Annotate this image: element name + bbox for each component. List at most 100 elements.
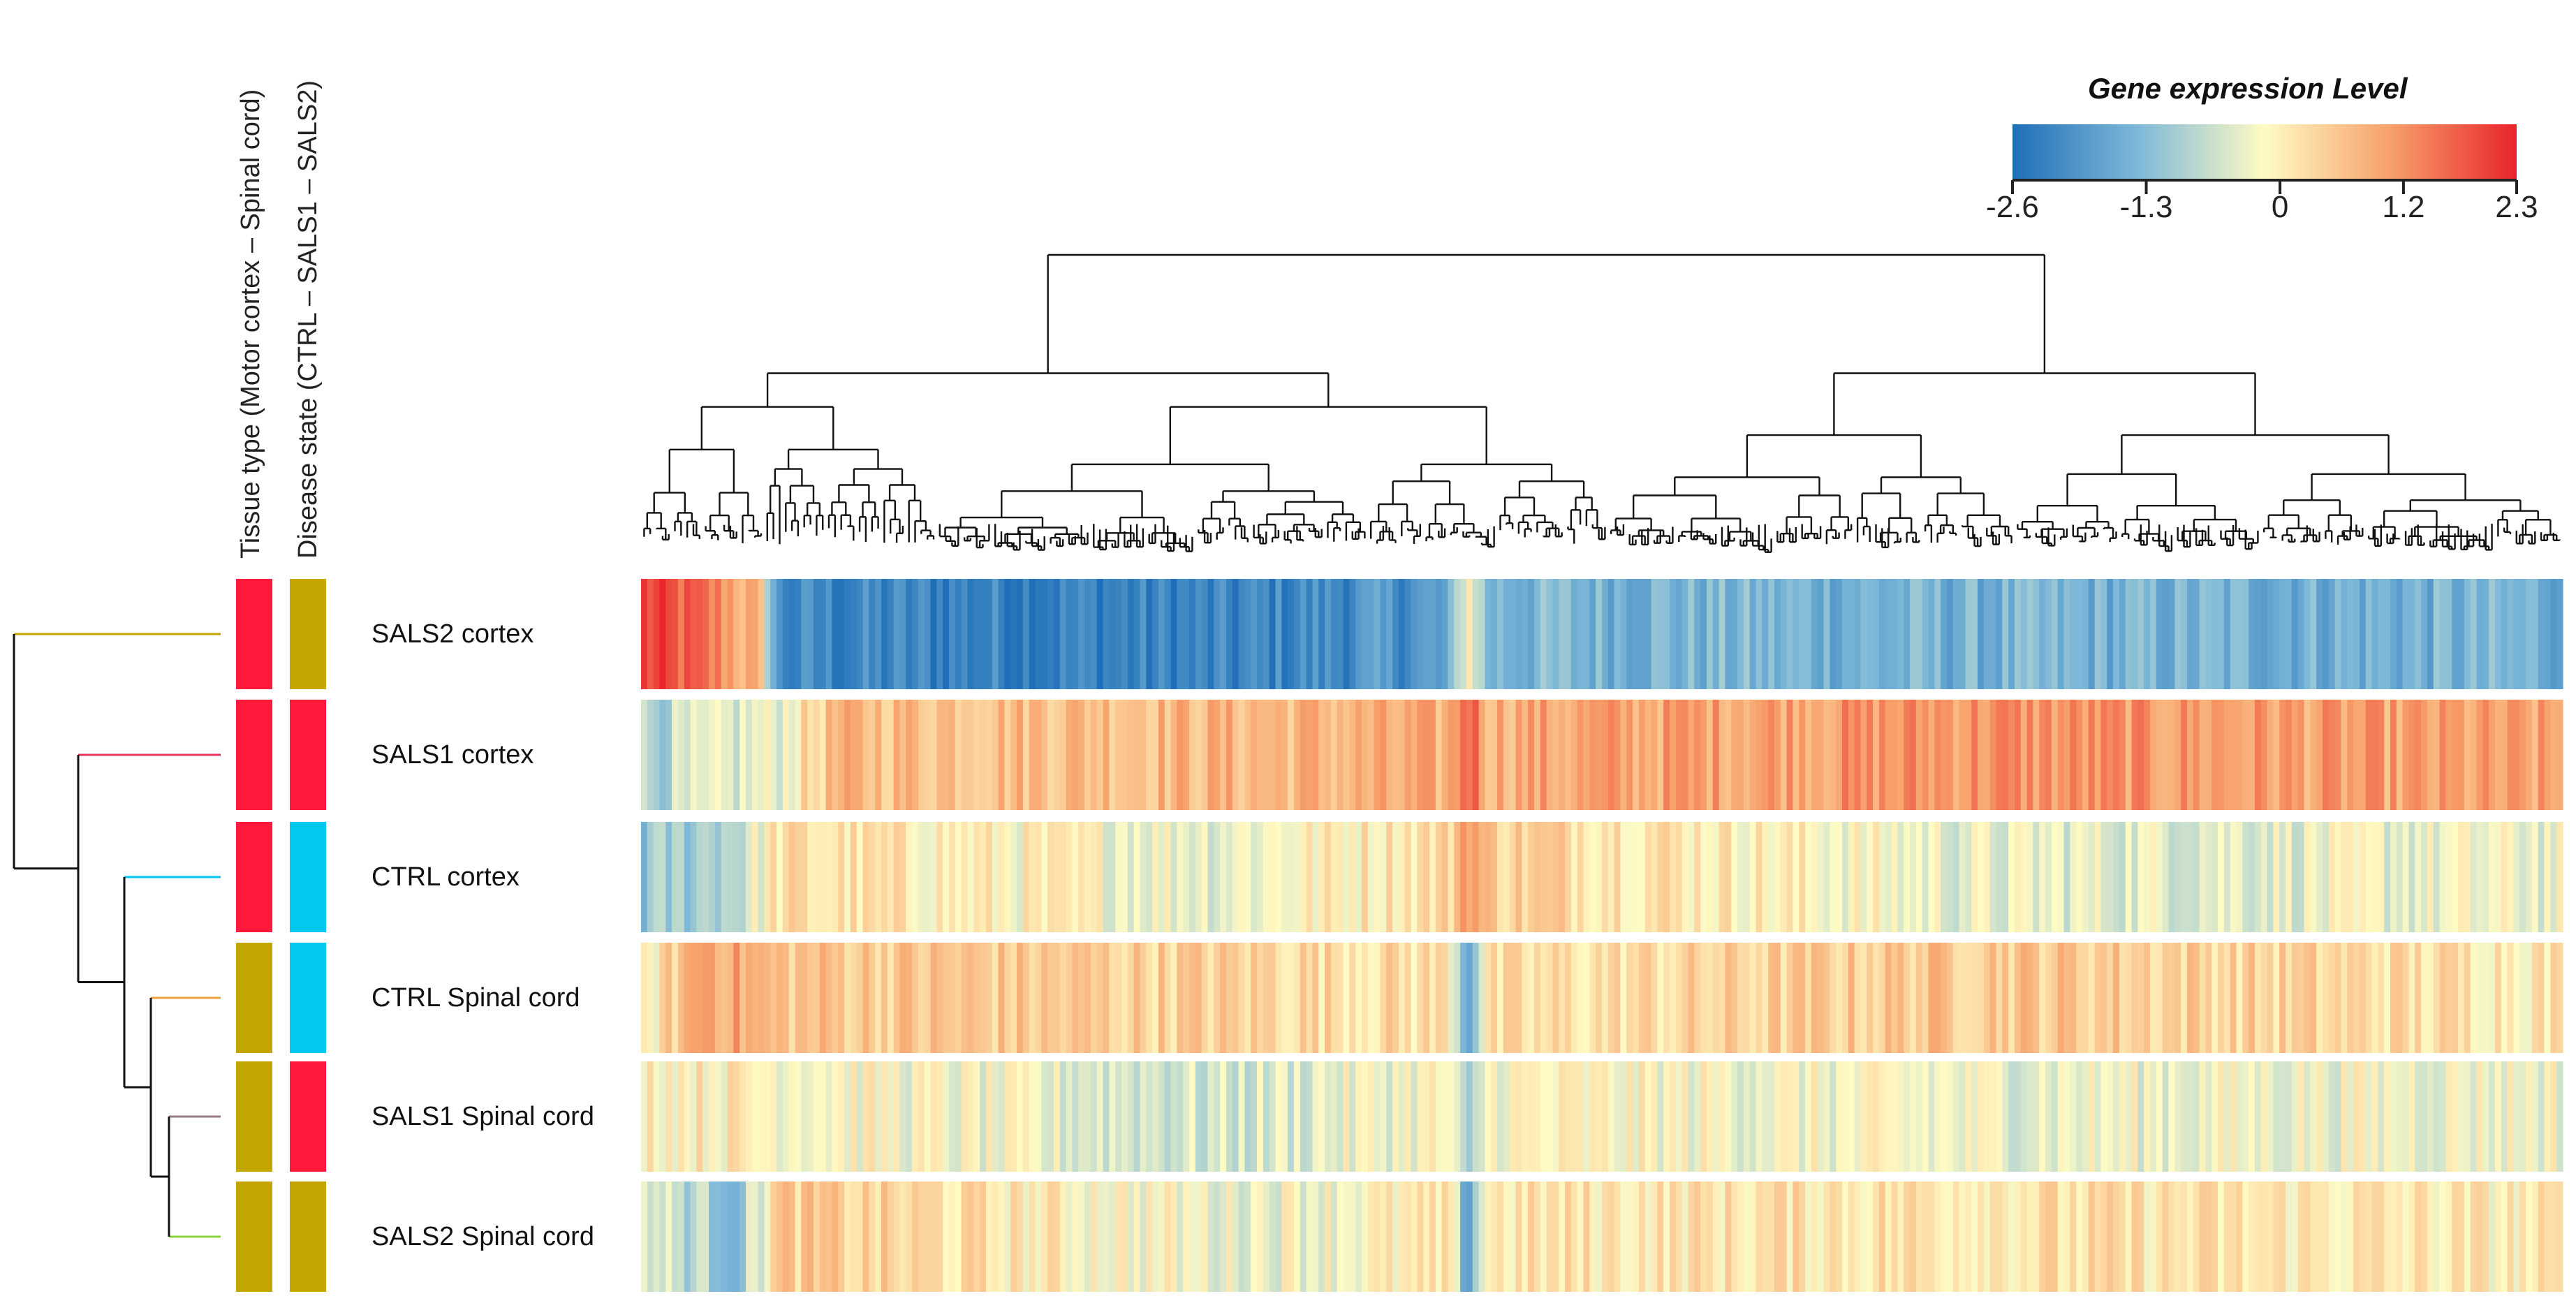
heatmap-cell	[1435, 700, 1443, 810]
heatmap-cell	[869, 700, 876, 810]
heatmap-cell	[2353, 1181, 2360, 1292]
heatmap-cell	[1737, 579, 1744, 689]
heatmap-cell	[2452, 822, 2459, 932]
heatmap-cell	[696, 822, 703, 932]
heatmap-cell	[893, 700, 901, 810]
heatmap-cell	[1362, 943, 1369, 1053]
heatmap-cell	[2519, 943, 2526, 1053]
heatmap-cell	[936, 700, 943, 810]
heatmap-cell	[1257, 822, 1264, 932]
heatmap-cell	[961, 700, 969, 810]
heatmap-cell	[2458, 1061, 2465, 1172]
heatmap-cell	[2421, 700, 2428, 810]
heatmap-cell	[1084, 579, 1091, 689]
heatmap-cell	[1472, 943, 1480, 1053]
heatmap-cell	[2088, 700, 2096, 810]
heatmap-cell	[1762, 943, 1769, 1053]
legend-tick-label: 0	[2271, 190, 2289, 224]
heatmap-cell	[1195, 1061, 1202, 1172]
disease-state-cell	[290, 700, 326, 810]
heatmap-cell	[2193, 943, 2200, 1053]
heatmap-cell	[1774, 943, 1781, 1053]
heatmap-cell	[1509, 822, 1517, 932]
heatmap-cell	[1959, 822, 1966, 932]
heatmap-cell	[875, 822, 882, 932]
heatmap-cell	[2316, 822, 2323, 932]
heatmap-cell	[1589, 943, 1596, 1053]
heatmap-cell	[2513, 822, 2520, 932]
heatmap-cell	[1330, 943, 1338, 1053]
heatmap-cell	[1860, 700, 1867, 810]
heatmap-cell	[1799, 700, 1806, 810]
heatmap-cell	[2162, 579, 2170, 689]
heatmap-cell	[1743, 1061, 1751, 1172]
heatmap-cell	[1244, 1181, 1251, 1292]
heatmap-cell	[2371, 943, 2378, 1053]
heatmap-cell	[1552, 579, 1559, 689]
heatmap-cell	[2107, 1181, 2114, 1292]
heatmap-cell	[2304, 1061, 2311, 1172]
heatmap-cell	[665, 700, 672, 810]
heatmap-cell	[2279, 1181, 2286, 1292]
heatmap-cell	[1386, 579, 1393, 689]
heatmap-cell	[1497, 579, 1504, 689]
heatmap-cell	[2482, 1061, 2489, 1172]
heatmap-cell	[1952, 579, 1960, 689]
heatmap-cell	[777, 822, 783, 932]
heatmap-cell	[1133, 700, 1141, 810]
heatmap-cell	[2076, 1181, 2083, 1292]
heatmap-cell	[1466, 822, 1473, 932]
heatmap-cell	[733, 822, 740, 932]
heatmap-cell	[1522, 1181, 1529, 1292]
heatmap-cell	[1164, 700, 1172, 810]
heatmap-cell	[2347, 700, 2354, 810]
heatmap-cell	[1607, 1181, 1615, 1292]
heatmap-cell	[777, 943, 783, 1053]
heatmap-cell	[1700, 1181, 1707, 1292]
heatmap-cell	[795, 822, 802, 932]
heatmap-cell	[2531, 700, 2539, 810]
heatmap-cell	[2421, 1061, 2428, 1172]
heatmap-cell	[1330, 1061, 1338, 1172]
heatmap-cell	[1367, 1061, 1375, 1172]
heatmap-cell	[1675, 700, 1683, 810]
heatmap-cell	[1275, 700, 1282, 810]
heatmap-cell	[813, 943, 820, 1053]
heatmap-cell	[2378, 700, 2385, 810]
heatmap-cell	[1978, 1061, 1985, 1172]
heatmap-cell	[2464, 579, 2471, 689]
heatmap-cell	[1226, 1061, 1233, 1172]
heatmap-cell	[1035, 700, 1042, 810]
heatmap-cell	[1928, 943, 1935, 1053]
heatmap-cell	[1596, 1061, 1603, 1172]
heatmap-cell	[1214, 1061, 1221, 1172]
heatmap-cell	[1251, 822, 1258, 932]
heatmap-cell	[1952, 943, 1960, 1053]
heatmap-cell	[1010, 1181, 1017, 1292]
heatmap-cell	[1675, 822, 1683, 932]
heatmap-cell	[2020, 1181, 2028, 1292]
heatmap-cell	[1786, 943, 1794, 1053]
heatmap-cell	[1226, 943, 1233, 1053]
heatmap-cell	[1288, 822, 1295, 932]
heatmap-cell	[2033, 579, 2040, 689]
heatmap-cell	[844, 822, 851, 932]
heatmap-cell	[2174, 822, 2181, 932]
heatmap-cell	[1503, 822, 1510, 932]
heatmap-cell	[2205, 822, 2212, 932]
heatmap-cell	[2076, 579, 2083, 689]
heatmap-cell	[2199, 579, 2207, 689]
heatmap-cell	[2304, 1181, 2311, 1292]
heatmap-cell	[1411, 822, 1418, 932]
heatmap-cell	[881, 1061, 888, 1172]
heatmap-cell	[1423, 1061, 1430, 1172]
heatmap-cell	[764, 1181, 771, 1292]
heatmap-cell	[739, 1181, 746, 1292]
heatmap-cell	[850, 1181, 858, 1292]
heatmap-cell	[1115, 943, 1122, 1053]
heatmap-cell	[2286, 700, 2292, 810]
heatmap-cell	[2076, 822, 2083, 932]
heatmap-cell	[1996, 822, 2003, 932]
heatmap-cell	[918, 700, 925, 810]
